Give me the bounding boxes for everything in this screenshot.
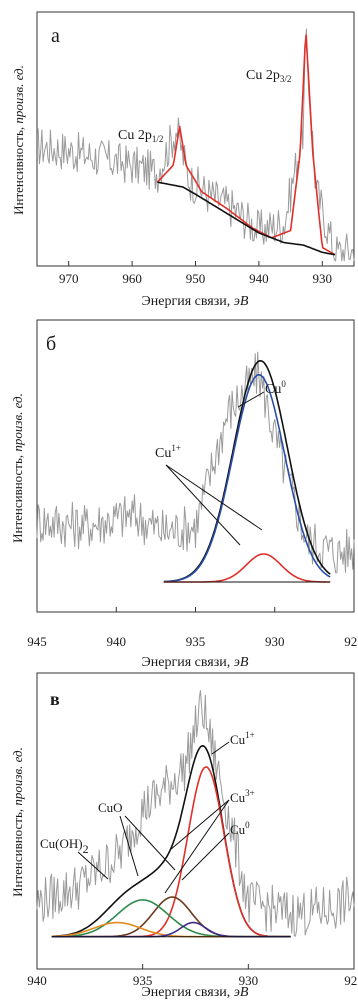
x-tick-label: 925 — [344, 634, 358, 649]
panel-c-x-ticks: 940 935 930 925 — [27, 964, 358, 988]
annotation-cuo-c: CuO — [98, 800, 123, 815]
x-tick-label: 945 — [27, 634, 47, 649]
panel-c-frame — [36, 672, 355, 970]
series-raw — [36, 28, 355, 262]
x-tick-label: 940 — [27, 973, 47, 988]
annotation-cu1plus-b: Cu1+ — [155, 443, 181, 461]
panel-c-series — [36, 690, 355, 938]
leader-cu0-c — [181, 832, 230, 881]
panel-c: в 940 935 930 925 Cu1+ Cu3+ Cu0 CuO Cu(OH)2… — [10, 672, 358, 1000]
x-tick-label: 935 — [186, 634, 206, 649]
annotation-cuoh2-c: Cu(OH)2 — [40, 836, 89, 856]
series-raw — [36, 351, 355, 574]
series-cu0 — [163, 374, 331, 583]
x-tick-label: 935 — [133, 973, 153, 988]
x-tick-label: 925 — [344, 973, 358, 988]
leader-cuo-c-2 — [124, 815, 176, 871]
series-raw — [36, 690, 355, 937]
leader-cu1-b-2 — [165, 464, 241, 546]
leader-cu0-b — [237, 391, 265, 408]
panel-c-xlabel: Энергия связи, эВ — [142, 985, 249, 1000]
leader-cuoh2-c — [77, 851, 109, 880]
panel-b-xlabel: Энергия связи, эВ — [142, 655, 249, 670]
annotation-cu-2p12: Cu 2p1/2 — [118, 128, 163, 144]
annotation-cu-2p32: Cu 2p3/2 — [246, 68, 291, 84]
panel-b-label: б — [46, 333, 56, 355]
panel-b-frame — [36, 319, 355, 613]
panel-a-label: а — [51, 25, 60, 47]
x-tick-label: 930 — [239, 973, 259, 988]
panel-b-series — [36, 351, 355, 583]
x-tick-label: 940 — [249, 271, 269, 286]
panel-c-label: в — [50, 689, 60, 709]
x-tick-label: 930 — [313, 271, 333, 286]
x-tick-label: 940 — [107, 634, 127, 649]
x-tick-label: 960 — [122, 271, 142, 286]
leader-cu3-c-1 — [169, 799, 230, 851]
x-tick-label: 970 — [59, 271, 79, 286]
x-tick-label: 930 — [265, 634, 285, 649]
leader-cu1-b-1 — [165, 464, 263, 531]
series-background — [157, 181, 336, 256]
annotation-cu1plus-c: Cu1+ — [230, 730, 255, 747]
panel-a-xlabel: Энергия связи, эВ — [142, 294, 249, 309]
panel-b-x-ticks: 945 940 935 930 925 — [27, 607, 358, 649]
panel-a-x-ticks: 970 960 950 940 930 — [59, 261, 332, 286]
series-fit — [156, 34, 336, 256]
annotation-cu0-c: Cu0 — [230, 820, 250, 837]
x-tick-label: 950 — [186, 271, 206, 286]
series-cu1- — [163, 553, 331, 583]
panel-c-ylabel: Интенсивность, произв. ед. — [10, 747, 25, 897]
panel-a-ylabel: Интенсивность, произв. ед. — [11, 65, 26, 215]
panel-a-series — [36, 28, 355, 262]
panel-b-ylabel: Интенсивность, произв. ед. — [10, 393, 25, 543]
annotation-cu3plus-c: Cu3+ — [230, 788, 255, 805]
series-cu-oh-2 — [51, 921, 291, 938]
leader-cuo-c-1 — [119, 815, 139, 877]
panel-b: б 945 940 935 930 925 Cu0 Cu1+ Энергия связи… — [10, 319, 358, 670]
panel-a: а 970 960 950 940 930 Cu 2p1/2 Cu 2p3/2 Энер… — [11, 11, 355, 309]
annotation-cu0-b: Cu0 — [265, 379, 286, 397]
leader-cu1-c — [211, 741, 230, 755]
leader-cu3-c-2 — [164, 799, 230, 894]
